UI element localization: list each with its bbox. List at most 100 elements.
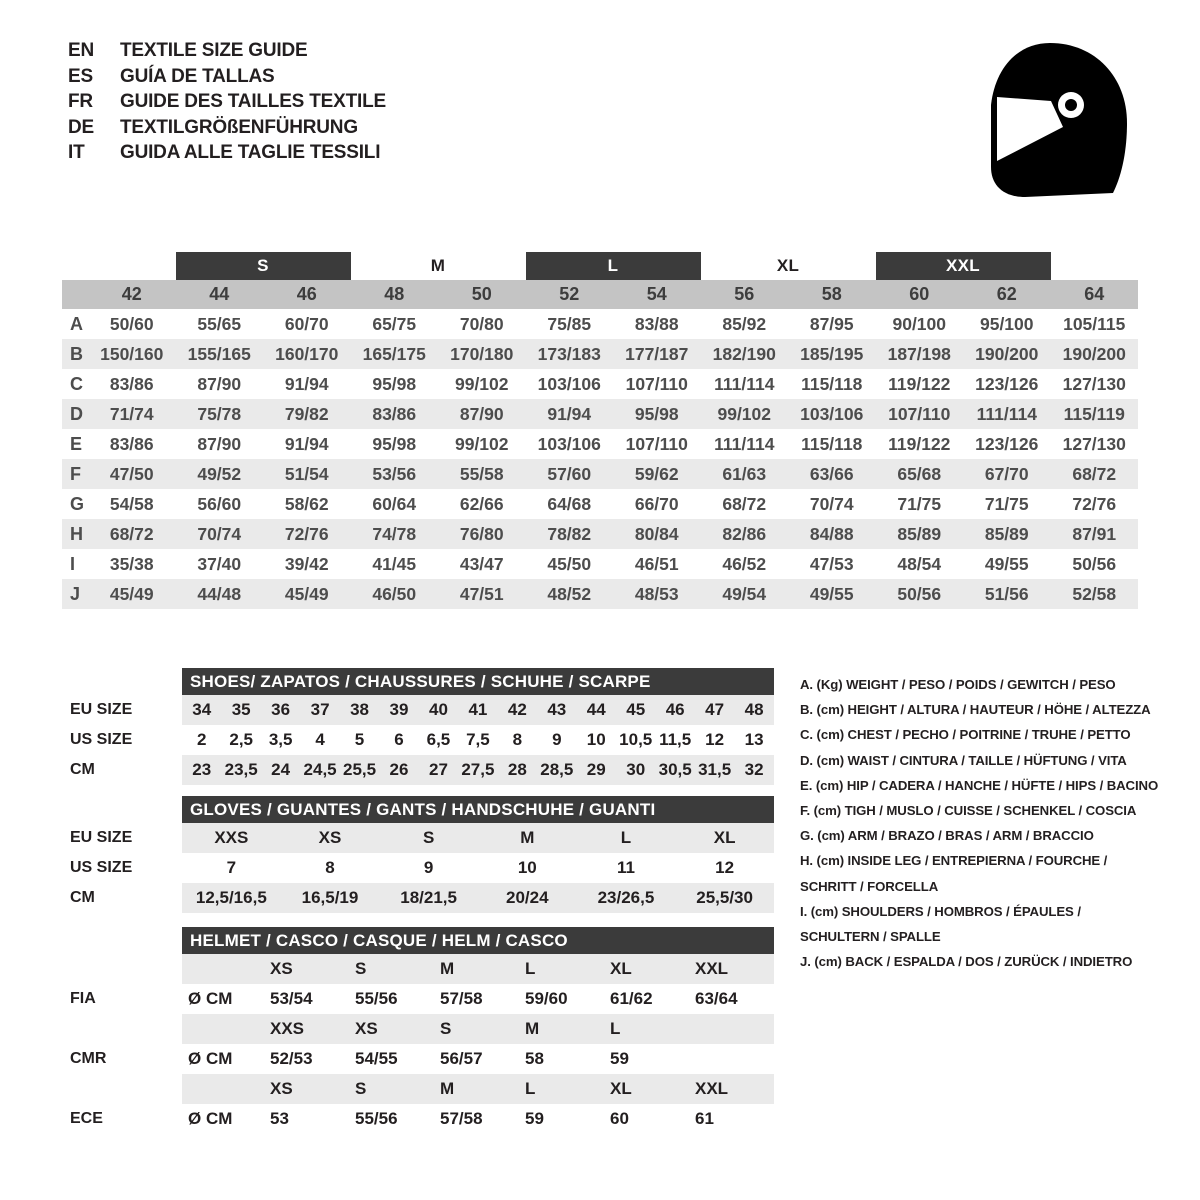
table-cell: 119/122 [888,373,951,394]
table-cell: 99/102 [454,373,509,394]
size-header-cell: 56 [734,284,755,304]
helmet-size-cell: XS [355,1019,378,1038]
table-cell: L [620,828,632,847]
table-cell: 47/50 [109,463,154,484]
table-cell: 115/119 [1063,403,1125,424]
table-row: I 35/38 37/40 39/42 41/45 43/47 45/50 46/51 46/5… [62,549,1138,579]
table-cell: 27 [428,760,448,779]
table-cell: 10 [517,858,537,877]
row-cells: Ø CM 53/54 55/56 57/58 59/60 61/62 63/64 [182,984,774,1014]
table-cell: 111/114 [714,373,775,394]
table-cell: 30 [626,760,646,779]
table-cell: 74/78 [372,523,417,544]
table-cell: 91/94 [284,373,329,394]
helmet-standard-label: CMR [62,1050,182,1068]
helmet-size-cell: XS [270,1079,293,1098]
table-cell: 46 [665,700,685,719]
table-cell: 23/26,5 [597,888,655,907]
table-row: EU SIZE XXS XS S M L XL [62,823,774,853]
table-cell: 64/68 [547,493,592,514]
size-header-cell: 60 [909,284,930,304]
table-cell: 87/91 [1072,523,1117,544]
size-header-cell: 42 [121,284,142,304]
table-cell: 54/58 [109,493,154,514]
helmet-size-cell: L [525,959,536,978]
table-cell: 61 [695,1109,714,1128]
table-cell: 123/126 [975,373,1039,394]
table-cell: 83/86 [109,433,154,454]
table-cell: 53/54 [270,989,313,1008]
table-cell: 55/65 [197,313,242,334]
table-cell: 85/89 [897,523,942,544]
table-cell: 52/53 [270,1049,313,1068]
table-row: CM 23 23,5 24 24,5 25,5 26 27 27,5 28 28,5 29 30 30,5… [62,755,774,785]
row-cells: XS S M L XL XXL [182,954,774,984]
table-cell: 49/54 [722,583,767,604]
row-label-f: F [70,463,81,484]
table-cell: 67/70 [984,463,1029,484]
table-row: C 83/86 87/90 91/94 95/98 99/102 103/106 107/11… [62,369,1138,399]
table-cell: 83/86 [372,403,417,424]
size-banner-xxl: XXL [875,252,1051,280]
title-lang-de: DE [68,116,94,138]
size-banner-l: L [525,252,701,280]
table-cell: 38 [350,700,369,719]
table-cell: 95/98 [634,403,679,424]
size-header-cell: 64 [1084,284,1105,304]
table-cell: 46/50 [372,583,417,604]
table-cell: 39 [389,700,409,719]
table-cell: 43/47 [459,553,504,574]
table-cell: 173/183 [537,343,601,364]
table-cell: 24,5 [303,760,337,779]
helmet-size-cell: XL [610,959,632,978]
table-cell: 150/160 [100,343,164,364]
table-cell: 59/62 [634,463,679,484]
main-table-header-row: 42 44 46 48 50 52 54 56 58 60 62 64 [62,280,1138,309]
table-cell: 182/190 [712,343,776,364]
helmet-standard-row: FIA Ø CM 53/54 55/56 57/58 59/60 61/62 63/64 [62,984,774,1014]
helmet-table-body: XS S M L XL XXL FIA Ø CM 53/54 55/56 57/58 59/60 61/… [62,954,774,1134]
table-cell: 50/56 [897,583,942,604]
table-cell: 20/24 [506,888,549,907]
helmet-size-cell: L [610,1019,621,1038]
title-lang-fr: FR [68,91,93,112]
table-cell: M [520,828,535,847]
table-cell: 82/86 [722,523,767,544]
helmet-standard-label: ECE [62,1110,182,1128]
table-row: D 71/74 75/78 79/82 83/86 87/90 91/94 95/98 99/1… [62,399,1138,429]
table-cell: 49/52 [197,463,242,484]
table-cell: 5 [354,730,365,749]
table-cell: 91/94 [284,433,329,454]
table-cell: 155/165 [187,343,251,364]
row-label: CM [62,761,182,779]
legend-item: F. (cm) TIGH / MUSLO / CUISSE / SCHENKEL… [800,803,1137,819]
table-cell: 75/85 [547,313,592,334]
size-banner-s: S [175,252,351,280]
table-cell: 23,5 [224,760,258,779]
table-cell: 187/198 [887,343,951,364]
table-cell: 47/51 [459,583,504,604]
table-cell: 55/56 [355,989,398,1008]
helmet-size-header-row: XS S M L XL XXL [62,1074,774,1104]
legend-item: G. (cm) ARM / BRAZO / BRAS / ARM / BRACC… [800,828,1094,844]
table-cell: 6 [394,730,404,749]
table-cell: 177/187 [625,343,689,364]
table-cell: 99/102 [717,403,772,424]
table-row: G 54/58 56/60 58/62 60/64 62/66 64/68 66/70 68/7… [62,489,1138,519]
table-cell: 170/180 [450,343,514,364]
helmet-size-header-row: XS S M L XL XXL [62,954,774,984]
table-cell: XL [713,828,736,847]
table-cell: 115/118 [801,433,863,454]
table-cell: 12 [715,858,735,877]
table-cell: 103/106 [537,433,601,454]
table-cell: 60/64 [372,493,417,514]
table-row: H 68/72 70/74 72/76 74/78 76/80 78/82 80/84 82/8… [62,519,1138,549]
legend-item: I. (cm) SHOULDERS / HOMBROS / ÉPAULES / [800,903,1081,919]
table-cell: 12,5/16,5 [195,888,267,907]
table-cell: 46/52 [722,553,767,574]
main-size-table: S M L XL XXL 42 44 46 48 50 52 54 56 58 60 62 64 A 50/60… [62,252,1138,609]
title-text-fr: GUIDE DES TAILLES TEXTILE [120,91,386,112]
table-cell: 103/106 [537,373,601,394]
table-row: J 45/49 44/48 45/49 46/50 47/51 48/52 48/53 49/5… [62,579,1138,609]
title-row: DE TEXTILGRÖßENFÜHRUNG [68,117,386,143]
